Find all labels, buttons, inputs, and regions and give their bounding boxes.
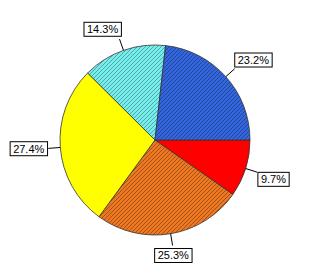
chart-container: 9.7% 25.3% 27.4% 14.3% 23.2% [0,0,310,280]
data-label: 23.2% [238,54,269,66]
leader-line [226,69,235,77]
leader-line [246,169,257,173]
label-box [155,248,192,262]
label-box [258,172,289,186]
slices [60,45,250,235]
pie-slice [88,45,166,140]
label-box [84,22,121,36]
data-label: 14.3% [87,23,118,35]
label-box [235,53,272,67]
data-label: 25.3% [158,249,189,261]
data-label: 27.4% [13,143,44,155]
pie-chart: 9.7% 25.3% 27.4% 14.3% 23.2% [0,0,310,280]
label-box [10,142,47,156]
leader-line [120,39,124,50]
labels: 9.7% 25.3% 27.4% 14.3% 23.2% [10,22,289,262]
leader-line [48,147,60,149]
data-label: 9.7% [261,173,286,185]
leader-line [171,234,173,246]
